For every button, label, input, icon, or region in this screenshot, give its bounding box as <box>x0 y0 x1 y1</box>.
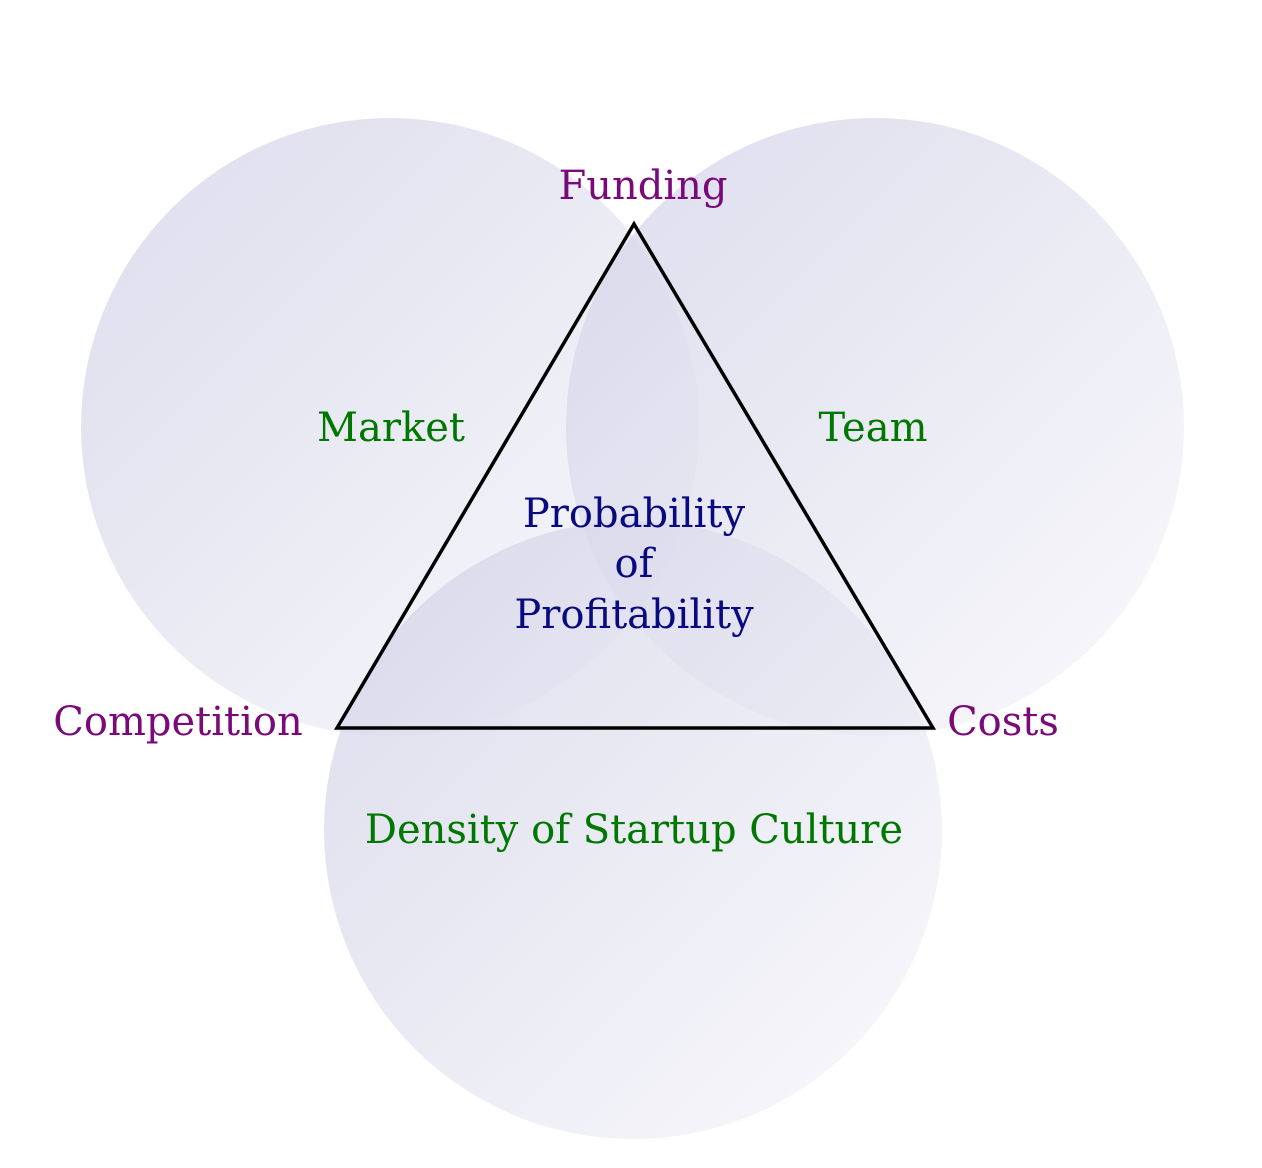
label-funding: Funding <box>558 163 727 209</box>
label-costs: Costs <box>947 699 1059 745</box>
label-center-line2: of <box>615 541 657 587</box>
label-center-line1: Probability <box>523 491 746 537</box>
label-center-line3: Profitability <box>514 592 754 638</box>
circle-density <box>324 521 942 1139</box>
label-competition: Competition <box>53 699 302 745</box>
label-market: Market <box>317 405 465 451</box>
label-density: Density of Startup Culture <box>365 807 903 853</box>
label-team: Team <box>818 405 927 451</box>
profitability-triangle <box>333 220 937 730</box>
